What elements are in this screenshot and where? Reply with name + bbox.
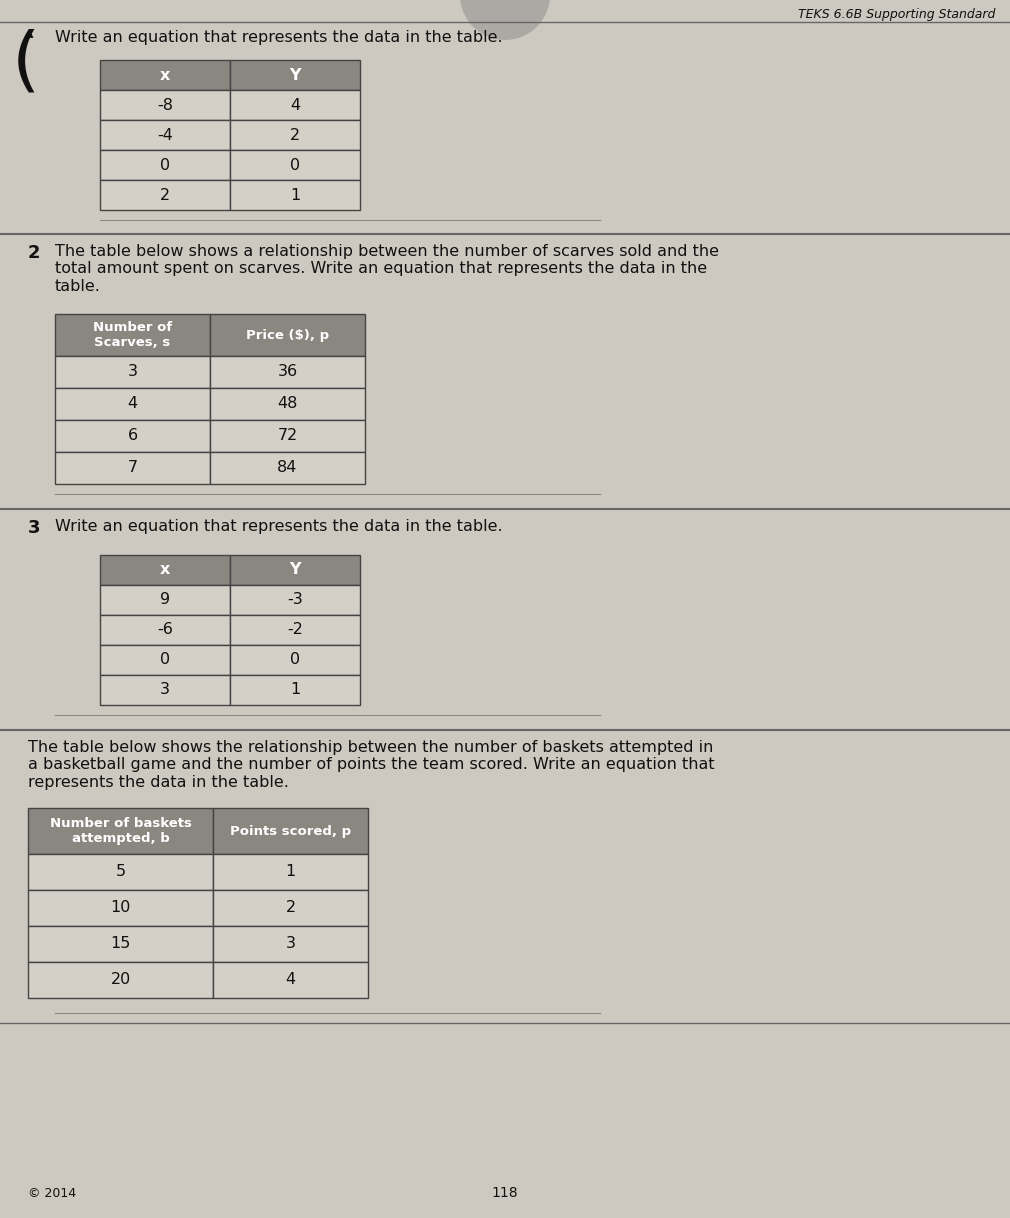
Text: x: x [160,563,171,577]
Bar [230,646,360,675]
Text: 15: 15 [110,937,130,951]
Bar [28,926,213,962]
Text: -3: -3 [287,592,303,608]
Text: 36: 36 [278,364,298,380]
Text: TEKS 6.6B Supporting Standard: TEKS 6.6B Supporting Standard [798,9,995,21]
Circle shape [460,0,550,40]
Bar [55,356,210,389]
Bar [55,452,210,484]
Bar [100,646,230,675]
Text: 2: 2 [286,900,296,916]
Text: 3: 3 [286,937,296,951]
Text: 2: 2 [290,128,300,143]
Bar [230,121,360,150]
Text: Price ($), p: Price ($), p [246,329,329,341]
Text: -8: -8 [157,97,173,112]
Text: 118: 118 [492,1186,518,1200]
Bar [100,180,230,209]
Bar [100,675,230,705]
Text: Y: Y [289,67,301,83]
Text: The table below shows the relationship between the number of baskets attempted i: The table below shows the relationship b… [28,741,715,789]
Text: 1: 1 [290,682,300,698]
Text: 20: 20 [110,972,130,988]
Text: ▴: ▴ [28,30,33,40]
Text: 48: 48 [278,397,298,412]
Text: Write an equation that represents the data in the table.: Write an equation that represents the da… [55,30,503,45]
Text: 4: 4 [127,397,137,412]
Text: Write an equation that represents the data in the table.: Write an equation that represents the da… [55,519,503,533]
Bar [55,389,210,420]
Text: 10: 10 [110,900,130,916]
Bar [213,890,368,926]
Bar [28,854,213,890]
Bar [28,808,213,854]
Text: Y: Y [289,563,301,577]
Text: 0: 0 [290,157,300,173]
Bar [210,314,365,356]
Text: 5: 5 [115,865,125,879]
Bar [230,555,360,585]
Text: 3: 3 [160,682,170,698]
Text: -2: -2 [287,622,303,637]
Text: 7: 7 [127,460,137,475]
Text: (: ( [12,28,40,97]
Bar [230,180,360,209]
Bar [100,555,230,585]
Text: 9: 9 [160,592,170,608]
Bar [100,585,230,615]
Bar [213,962,368,998]
Text: 2: 2 [160,188,170,202]
Bar [210,356,365,389]
Text: 1: 1 [290,188,300,202]
Bar [230,150,360,180]
Text: 0: 0 [290,653,300,667]
Bar [28,962,213,998]
Text: 4: 4 [286,972,296,988]
Bar [230,675,360,705]
Text: 1: 1 [286,865,296,879]
Text: Number of
Scarves, s: Number of Scarves, s [93,322,172,350]
Bar [28,890,213,926]
Bar [100,121,230,150]
Bar [213,854,368,890]
Text: 6: 6 [127,429,137,443]
Bar [230,60,360,90]
Text: 72: 72 [278,429,298,443]
Bar [100,60,230,90]
Text: Number of baskets
attempted, b: Number of baskets attempted, b [49,817,192,845]
Bar [230,615,360,646]
Text: The table below shows a relationship between the number of scarves sold and the
: The table below shows a relationship bet… [55,244,719,294]
Text: x: x [160,67,171,83]
Text: -4: -4 [158,128,173,143]
Text: 84: 84 [278,460,298,475]
Text: Points scored, p: Points scored, p [230,825,351,838]
Text: 3: 3 [28,519,40,537]
Bar [210,452,365,484]
Bar [100,90,230,121]
Text: 2: 2 [28,244,40,262]
Bar [230,585,360,615]
Text: -6: -6 [158,622,173,637]
Bar [210,389,365,420]
Text: 4: 4 [290,97,300,112]
Text: 3: 3 [127,364,137,380]
Bar [55,314,210,356]
Text: © 2014: © 2014 [28,1188,76,1200]
Bar [210,420,365,452]
Bar [230,90,360,121]
Bar [100,615,230,646]
Bar [100,150,230,180]
Bar [213,808,368,854]
Text: 0: 0 [160,653,170,667]
Bar [213,926,368,962]
Text: 0: 0 [160,157,170,173]
Bar [55,420,210,452]
